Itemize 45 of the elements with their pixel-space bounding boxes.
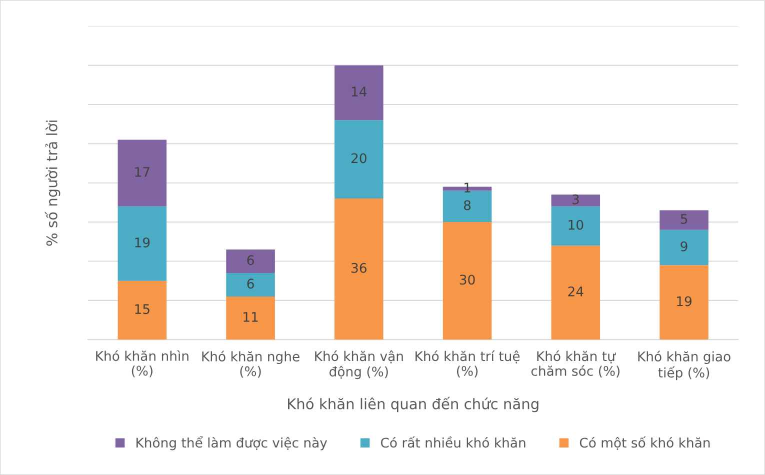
bar: [442, 190, 492, 222]
bar: [660, 230, 708, 266]
bar: [660, 265, 708, 340]
legend-label: Có rất nhiều khó khăn: [380, 436, 526, 448]
x-tick-label: Khó khăn giao tiếp (%): [638, 350, 730, 380]
bar: [118, 206, 167, 281]
x-tick-label: Khó khăn tự chăm sóc (%): [531, 350, 620, 378]
bar: [334, 65, 384, 120]
bar: [551, 194, 600, 206]
data-label: 36: [352, 262, 366, 273]
bar: [442, 222, 492, 340]
data-label: 10: [568, 220, 584, 230]
bar: [226, 273, 275, 297]
x-tick-label: Khó khăn trí tuệ (%): [416, 350, 520, 378]
data-label: 11: [244, 312, 258, 322]
bar: [118, 140, 167, 206]
bar: [334, 120, 384, 199]
bar: [226, 296, 275, 340]
data-label: 6: [247, 255, 254, 266]
data-label: 6: [247, 278, 254, 289]
data-label: 19: [677, 296, 692, 306]
x-tick-label: Khó khăn vận động (%): [315, 350, 403, 380]
data-label: 8: [464, 200, 471, 210]
data-label: 9: [680, 241, 688, 252]
bar: [551, 246, 600, 340]
data-label: 14: [352, 86, 367, 96]
x-axis-title: Khó khăn liên quan đến chức năng: [288, 396, 538, 412]
bar: [334, 198, 384, 340]
data-label: 19: [135, 237, 150, 248]
y-axis-title: % số người trả lời: [44, 120, 60, 246]
x-tick-label: Khó khăn nghe (%): [202, 350, 300, 378]
bar: [551, 206, 600, 246]
data-label: 5: [680, 214, 688, 224]
legend-label: Có một số khó khăn: [580, 436, 710, 450]
legend-label: Không thể làm được việc này: [136, 436, 328, 450]
data-label: 3: [572, 194, 579, 204]
bar: [118, 280, 167, 340]
bar: [226, 249, 275, 274]
data-label: 15: [135, 304, 150, 314]
bar: [660, 210, 708, 230]
data-label: 30: [460, 274, 475, 285]
data-label: 17: [135, 167, 150, 177]
data-label: 24: [568, 286, 584, 296]
data-label: 20: [351, 153, 366, 164]
x-tick-label: Khó khăn nhìn (%): [96, 350, 188, 378]
